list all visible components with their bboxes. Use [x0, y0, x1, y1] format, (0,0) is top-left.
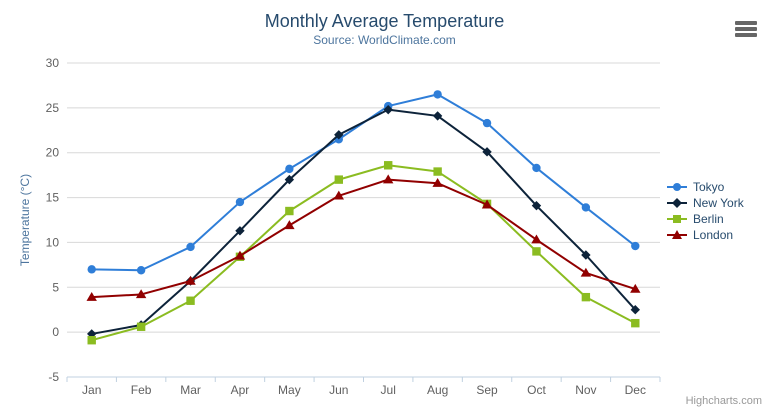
data-point[interactable] [581, 203, 591, 212]
legend-item-london[interactable]: London [666, 227, 744, 243]
x-axis-label: Jun [329, 383, 348, 397]
y-axis-label: 30 [46, 56, 60, 70]
credits-link[interactable]: Highcharts.com [685, 395, 762, 407]
x-axis-label: Aug [427, 383, 448, 397]
data-point[interactable] [285, 164, 294, 174]
x-axis-label: Sep [476, 383, 498, 397]
legend-label: Berlin [693, 212, 724, 226]
data-point[interactable] [383, 104, 393, 115]
data-point[interactable] [433, 90, 442, 99]
data-point[interactable] [531, 200, 542, 211]
legend-item-tokyo[interactable]: Tokyo [666, 179, 744, 195]
data-point[interactable] [383, 174, 394, 184]
x-axis-label: Dec [625, 383, 646, 397]
y-axis-label: 0 [52, 325, 59, 339]
hamburger-bar [735, 33, 757, 37]
data-point[interactable] [581, 292, 591, 302]
chart-title: Monthly Average Temperature [264, 11, 505, 31]
series-line [90, 178, 637, 299]
data-point[interactable] [630, 283, 641, 293]
data-point[interactable] [631, 318, 640, 328]
data-point[interactable] [136, 266, 146, 275]
legend: Tokyo New York Berlin London [666, 179, 744, 243]
x-axis-label: Jan [82, 383, 101, 397]
series-tokyo[interactable] [87, 90, 640, 275]
data-point[interactable] [284, 220, 295, 230]
series-new-york[interactable] [87, 104, 640, 339]
series-line [90, 164, 637, 342]
chart-subtitle: Source: WorldClimate.com [313, 33, 456, 47]
y-axis-label: 15 [46, 191, 60, 205]
data-point[interactable] [433, 167, 442, 176]
circle-marker-icon [667, 183, 687, 191]
data-point[interactable] [334, 175, 343, 184]
data-point[interactable] [186, 296, 195, 305]
data-point[interactable] [87, 336, 96, 345]
x-axis-label: May [278, 383, 301, 397]
legend-item-berlin[interactable]: Berlin [666, 211, 744, 227]
data-point[interactable] [630, 305, 640, 315]
data-point[interactable] [235, 226, 245, 236]
hamburger-bar [735, 21, 757, 25]
x-axis-label: Nov [575, 383, 596, 397]
x-axis-label: Oct [527, 383, 546, 397]
data-point[interactable] [186, 242, 195, 252]
diamond-marker-icon [667, 198, 687, 208]
data-point[interactable] [86, 291, 97, 301]
x-axis-label: Jul [381, 383, 396, 397]
data-point[interactable] [87, 265, 96, 274]
data-point[interactable] [135, 289, 147, 299]
x-axis-label: Feb [131, 383, 152, 397]
y-axis-label: 25 [46, 101, 60, 115]
y-axis-label: 20 [46, 146, 60, 160]
data-point[interactable] [136, 322, 146, 331]
data-point[interactable] [532, 247, 541, 256]
data-point[interactable] [531, 234, 542, 244]
square-marker-icon [667, 215, 687, 223]
x-axis-label: Apr [231, 383, 250, 397]
data-point[interactable] [234, 250, 246, 260]
data-point[interactable] [532, 163, 541, 173]
data-point[interactable] [482, 147, 492, 157]
legend-label: London [693, 228, 734, 242]
data-point[interactable] [432, 178, 443, 187]
legend-item-new-york[interactable]: New York [666, 195, 744, 211]
legend-label: Tokyo [693, 180, 725, 194]
y-axis-label: 5 [52, 280, 59, 294]
data-point[interactable] [580, 267, 592, 277]
data-point[interactable] [384, 161, 393, 170]
series-london[interactable] [86, 174, 641, 301]
data-point[interactable] [284, 174, 295, 185]
data-point[interactable] [481, 199, 493, 209]
series-line [90, 93, 637, 272]
data-point[interactable] [581, 250, 591, 260]
triangle-marker-icon [667, 230, 687, 239]
data-point[interactable] [334, 130, 344, 140]
data-point[interactable] [285, 206, 294, 216]
hamburger-menu-icon[interactable] [734, 19, 758, 39]
data-point[interactable] [333, 190, 344, 200]
series-line [90, 108, 637, 335]
hamburger-bar [735, 27, 757, 31]
legend-label: New York [693, 196, 744, 210]
data-point[interactable] [185, 275, 196, 285]
y-axis-label: 10 [46, 235, 60, 249]
y-axis-label: -5 [48, 370, 59, 384]
data-point[interactable] [235, 197, 245, 207]
x-axis-label: Mar [180, 383, 201, 397]
data-point[interactable] [631, 241, 640, 251]
data-point[interactable] [432, 111, 443, 121]
data-point[interactable] [482, 118, 492, 128]
